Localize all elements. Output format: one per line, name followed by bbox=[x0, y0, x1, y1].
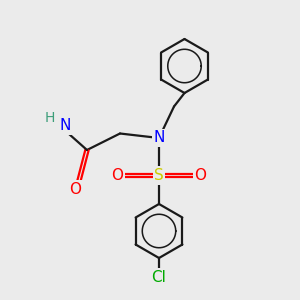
Text: N: N bbox=[60, 118, 71, 134]
Text: O: O bbox=[194, 168, 206, 183]
Text: H: H bbox=[44, 112, 55, 125]
Text: O: O bbox=[69, 182, 81, 196]
Text: Cl: Cl bbox=[152, 270, 166, 285]
Text: N: N bbox=[153, 130, 165, 146]
Text: S: S bbox=[154, 168, 164, 183]
Text: O: O bbox=[112, 168, 124, 183]
